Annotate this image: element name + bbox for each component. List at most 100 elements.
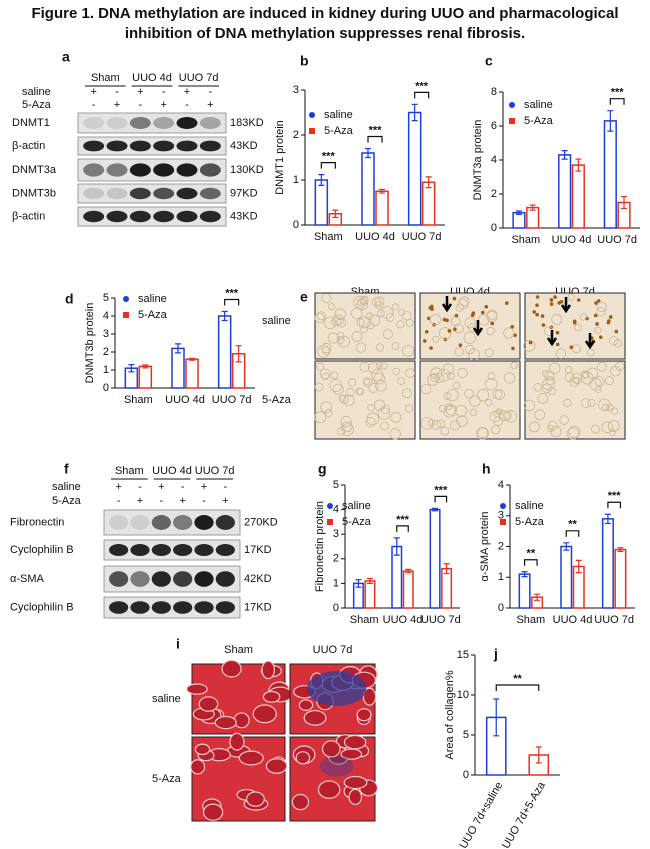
tissue-texture bbox=[368, 383, 379, 393]
band-name: Fibronectin bbox=[10, 516, 64, 528]
y-tick-label: 2 bbox=[103, 346, 109, 358]
blot-band bbox=[215, 544, 235, 556]
treatment-sign: + bbox=[137, 86, 143, 98]
tissue-texture bbox=[437, 368, 451, 382]
error-bar bbox=[621, 195, 628, 210]
y-tick-label: 6 bbox=[491, 120, 497, 132]
y-tick-label: 4 bbox=[498, 479, 504, 491]
treatment-sign: - bbox=[117, 495, 121, 507]
bar bbox=[603, 120, 617, 229]
tissue-texture bbox=[438, 327, 452, 340]
treatment-sign: - bbox=[92, 99, 96, 111]
tissue-texture bbox=[559, 415, 569, 425]
tubule bbox=[340, 748, 363, 760]
tissue-texture bbox=[374, 296, 385, 307]
significance-bracket bbox=[609, 98, 625, 105]
band-name: DNMT1 bbox=[12, 117, 50, 129]
tissue-texture bbox=[553, 295, 557, 299]
tubule bbox=[202, 803, 224, 821]
y-tick-label: 1 bbox=[498, 571, 504, 583]
bar bbox=[614, 548, 627, 609]
tissue-texture bbox=[376, 309, 385, 318]
tissue-texture bbox=[598, 398, 611, 412]
y-axis-label: DNMT1 protein bbox=[274, 120, 286, 195]
band-name: Cyclophilin B bbox=[10, 601, 74, 613]
tissue-texture bbox=[503, 372, 516, 384]
tissue-texture bbox=[544, 370, 555, 381]
error-bar bbox=[534, 593, 541, 601]
blot-band bbox=[130, 515, 150, 530]
significance-label: *** bbox=[434, 484, 448, 496]
micrograph bbox=[419, 292, 521, 360]
tissue-texture bbox=[447, 372, 455, 380]
panel-letter: h bbox=[482, 461, 491, 477]
treatment-sign: + bbox=[222, 495, 228, 507]
tissue-texture bbox=[450, 420, 461, 431]
error-bar bbox=[332, 209, 339, 218]
tissue-texture bbox=[324, 409, 333, 418]
tubule bbox=[265, 758, 288, 774]
tissue-texture bbox=[607, 319, 611, 323]
tubule bbox=[262, 690, 281, 703]
tissue-texture bbox=[445, 404, 457, 416]
error-bar bbox=[366, 577, 373, 584]
blot-band bbox=[176, 140, 198, 152]
tissue-texture bbox=[321, 372, 330, 380]
error-bar bbox=[563, 542, 570, 551]
error-bar bbox=[175, 343, 181, 354]
legend-marker bbox=[509, 118, 515, 124]
tissue-texture bbox=[591, 424, 600, 434]
tissue-texture bbox=[549, 298, 554, 302]
tissue-texture bbox=[490, 321, 495, 326]
group-label: UUO 7d bbox=[179, 72, 219, 84]
treatment-label: saline bbox=[22, 86, 51, 98]
tissue-texture bbox=[510, 361, 518, 370]
bar bbox=[558, 154, 572, 229]
significance-bracket bbox=[565, 530, 580, 537]
x-tick-label: UUO 7d+saline bbox=[458, 780, 506, 849]
bar bbox=[429, 508, 441, 609]
arrow bbox=[584, 333, 596, 350]
panel-letter: g bbox=[318, 461, 327, 477]
y-axis-label: DNMT3a protein bbox=[472, 120, 484, 201]
blot-band bbox=[106, 140, 128, 152]
x-tick-label: UUO 7d bbox=[212, 394, 252, 406]
tubule bbox=[186, 683, 208, 695]
tissue-texture bbox=[545, 376, 555, 386]
blot-band bbox=[129, 140, 151, 152]
tissue-texture bbox=[429, 346, 433, 350]
tissue-texture bbox=[484, 348, 494, 358]
tissue-texture bbox=[389, 428, 401, 440]
error-bar bbox=[405, 568, 412, 574]
tissue-texture bbox=[534, 409, 546, 421]
significance-bracket bbox=[434, 495, 448, 503]
blot-band bbox=[83, 117, 105, 129]
tissue-texture bbox=[486, 309, 498, 320]
tissue-texture bbox=[360, 325, 368, 334]
tissue-texture bbox=[503, 327, 515, 339]
legend-marker bbox=[500, 519, 506, 525]
tissue-texture bbox=[601, 403, 609, 411]
tissue-texture bbox=[477, 427, 489, 439]
blot-band bbox=[106, 210, 128, 223]
treatment-sign: - bbox=[138, 99, 142, 111]
tissue-texture bbox=[363, 377, 373, 388]
tubule bbox=[348, 788, 363, 806]
bar bbox=[361, 152, 375, 226]
tissue-texture bbox=[594, 301, 598, 305]
band-size: 43KD bbox=[230, 210, 258, 222]
tissue-texture bbox=[484, 304, 489, 309]
tissue-texture bbox=[380, 362, 388, 370]
tissue-texture bbox=[511, 346, 515, 351]
treatment-sign: - bbox=[185, 99, 189, 111]
tubule bbox=[362, 687, 377, 706]
tissue-texture bbox=[356, 318, 365, 327]
blot-band bbox=[106, 187, 128, 200]
tissue-texture bbox=[471, 311, 476, 315]
tissue-texture bbox=[336, 317, 347, 328]
tissue-texture bbox=[459, 296, 470, 307]
y-tick-label: 4 bbox=[103, 310, 109, 322]
tissue-texture bbox=[555, 330, 560, 335]
y-axis-label: Area of collagen% bbox=[444, 670, 456, 759]
band-name: Cyclophilin B bbox=[10, 544, 74, 556]
